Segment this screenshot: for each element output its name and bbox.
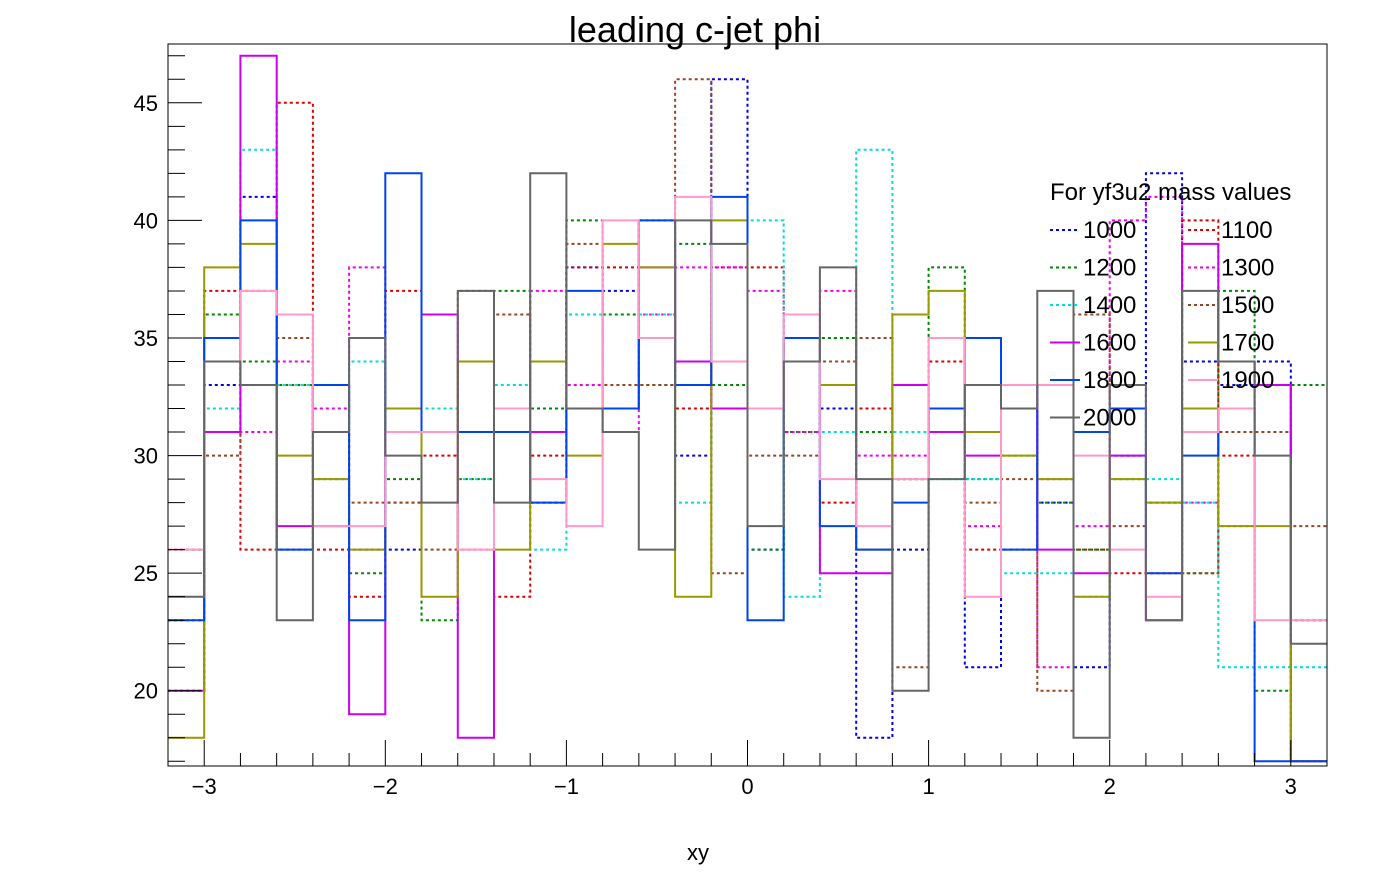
legend-label-1700: 1700: [1221, 330, 1274, 357]
legend-label-1900: 1900: [1221, 367, 1274, 394]
legend: For yf3u2 mass values 1000 1100 1200 1300 140…: [1050, 179, 1291, 432]
series-line-2000: [168, 172, 1327, 739]
legend-label-1800: 1800: [1083, 367, 1136, 394]
y-tick-label: 40: [134, 208, 158, 233]
series-line-1300: [168, 195, 1327, 692]
y-tick-label: 30: [134, 444, 158, 469]
x-tick-label: −1: [554, 774, 579, 799]
y-tick-label: 20: [134, 679, 158, 704]
x-tick-label: 0: [741, 774, 753, 799]
x-tick-label: 3: [1285, 774, 1297, 799]
y-tick-label: 45: [134, 91, 158, 116]
legend-label-1600: 1600: [1083, 330, 1136, 357]
x-tick-label: −2: [373, 774, 398, 799]
y-tick-label: 35: [134, 326, 158, 351]
legend-label-1300: 1300: [1221, 255, 1274, 282]
axes-layer: −3 −2 −1 0 1 2 3 20 25 30 35 40 45: [134, 43, 1328, 799]
x-tick-label: 2: [1104, 774, 1116, 799]
legend-label-1200: 1200: [1083, 255, 1136, 282]
chart-title: leading c-jet phi: [569, 9, 821, 50]
legend-label-2000: 2000: [1083, 405, 1136, 432]
legend-label-1000: 1000: [1083, 217, 1136, 244]
x-tick-label: 1: [922, 774, 934, 799]
legend-title: For yf3u2 mass values: [1050, 179, 1291, 206]
legend-label-1500: 1500: [1221, 292, 1274, 319]
series-layer: [168, 54, 1327, 763]
x-axis-label: xy: [687, 840, 709, 865]
x-tick-label: −3: [192, 774, 217, 799]
legend-label-1400: 1400: [1083, 292, 1136, 319]
legend-label-1100: 1100: [1221, 217, 1273, 244]
y-tick-label: 25: [134, 561, 158, 586]
